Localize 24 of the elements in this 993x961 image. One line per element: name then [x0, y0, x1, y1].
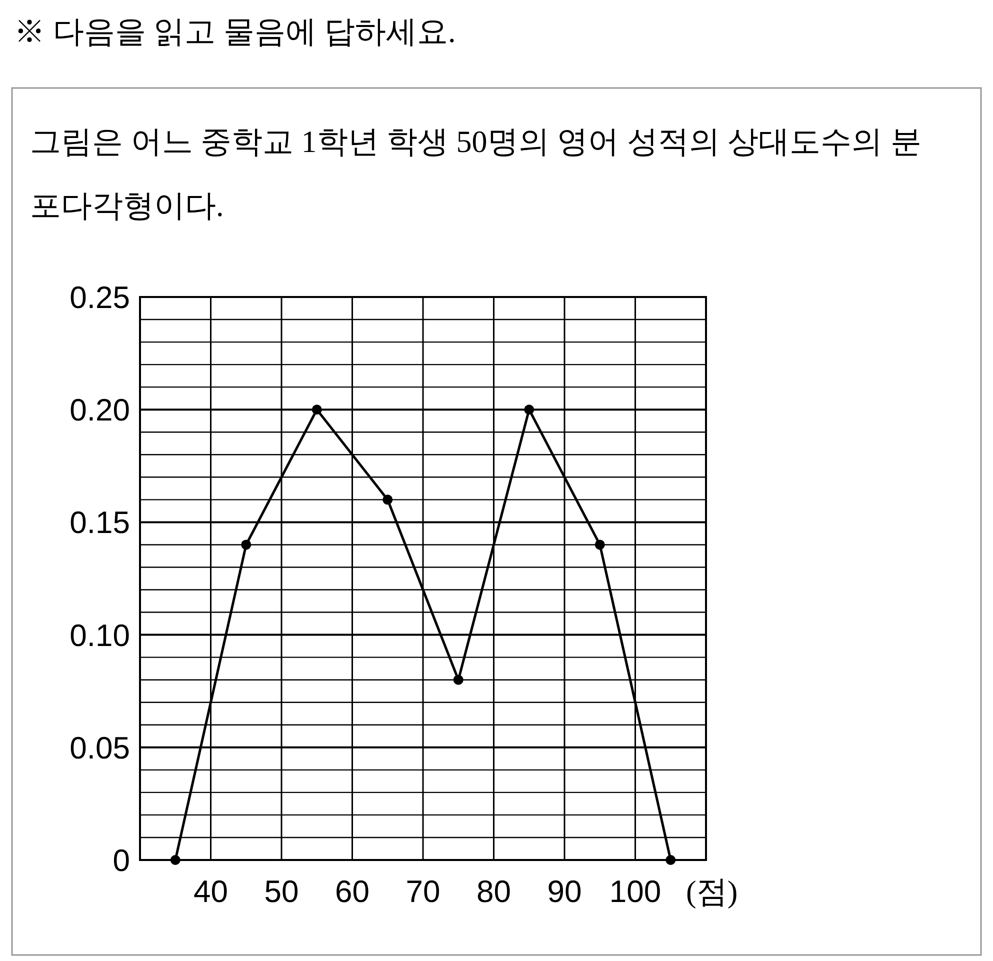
x-tick-label: 40 — [194, 874, 228, 909]
y-tick-label: 0.15 — [70, 505, 130, 540]
point — [312, 404, 322, 415]
point — [170, 855, 180, 865]
y-tick-label: 0.20 — [70, 392, 130, 428]
point — [382, 494, 393, 505]
point — [241, 540, 252, 550]
y-tick-label: 0 — [112, 843, 130, 878]
x-tick-label: 70 — [406, 874, 440, 909]
point — [666, 855, 676, 865]
point — [453, 674, 464, 685]
x-tick-label: 50 — [264, 874, 299, 909]
chart-title: ※ 다음을 읽고 물음에 답하세요. — [14, 14, 456, 49]
y-tick-label: 0.10 — [70, 618, 130, 653]
point — [594, 540, 605, 550]
y-tick-label: 0.25 — [70, 280, 130, 315]
x-tick-label: 80 — [476, 874, 511, 909]
chart-subtitle: 그림은 어느 중학교 1학년 학생 50명의 영어 성적의 상대도수의 분포다각형이다. — [30, 123, 922, 225]
x-tick-label: 100 — [609, 874, 662, 909]
x-tick-label: 90 — [547, 874, 582, 909]
x-tick-label: 60 — [335, 874, 370, 909]
y-tick-label: 0.05 — [70, 730, 130, 766]
point — [524, 404, 534, 415]
x-axis-title: (점) — [686, 874, 738, 909]
